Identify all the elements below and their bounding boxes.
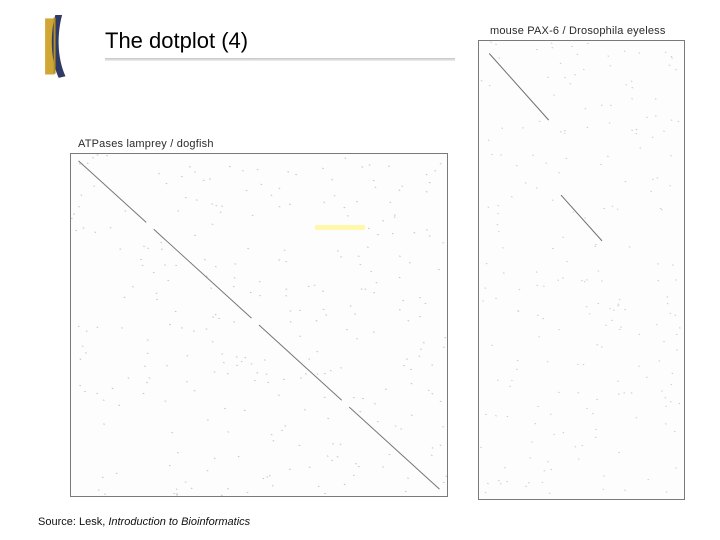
slide-title: The dotplot (4) [105,28,248,54]
plot-pax6 [478,40,685,500]
title-underline [105,58,455,61]
plot-atpases [70,153,448,497]
source-prefix: Source: Lesk, [38,516,108,528]
highlight-mark [315,225,365,230]
source-book: Introduction to Bioinformatics [108,516,250,528]
slide-bullet-icon [40,12,74,86]
plot-pax6-title: mouse PAX-6 / Drosophila eyeless [490,25,666,37]
plot-atpases-title: ATPases lamprey / dogfish [78,138,214,150]
source-line: Source: Lesk, Introduction to Bioinforma… [38,516,250,528]
